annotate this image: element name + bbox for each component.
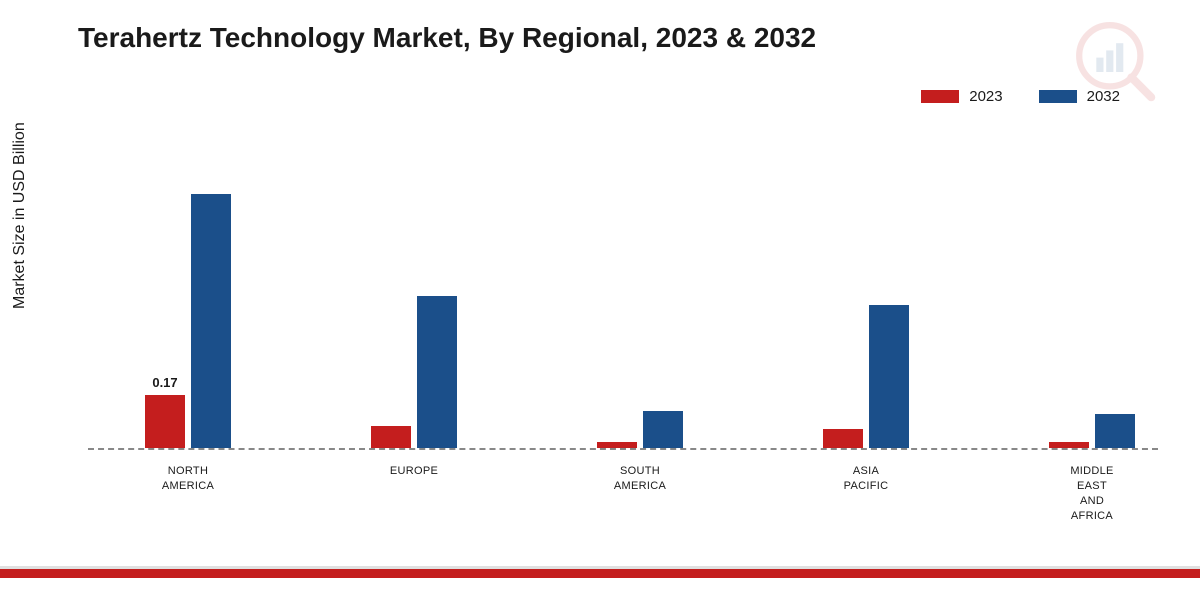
chart-title: Terahertz Technology Market, By Regional… bbox=[78, 22, 816, 54]
x-axis-category-label: EUROPE bbox=[364, 464, 464, 479]
y-axis-label: Market Size in USD Billion bbox=[11, 122, 29, 309]
bar: 0.17 bbox=[145, 395, 185, 448]
bar bbox=[869, 305, 909, 448]
bar-group bbox=[371, 296, 457, 448]
x-axis-category-label: NORTHAMERICA bbox=[138, 464, 238, 494]
x-axis-category-label: MIDDLEEASTANDAFRICA bbox=[1042, 464, 1142, 523]
legend-swatch-2023 bbox=[921, 90, 959, 103]
bar bbox=[643, 411, 683, 448]
footer-accent-bar bbox=[0, 566, 1200, 578]
bar bbox=[597, 442, 637, 448]
bar-group bbox=[597, 411, 683, 448]
bar bbox=[191, 194, 231, 448]
bar-value-label: 0.17 bbox=[152, 375, 177, 390]
x-axis-category-label: ASIAPACIFIC bbox=[816, 464, 916, 494]
chart-plot-area: 0.17 bbox=[88, 140, 1158, 450]
x-axis-category-label: SOUTHAMERICA bbox=[590, 464, 690, 494]
bar bbox=[371, 426, 411, 448]
legend-item-2023: 2023 bbox=[921, 88, 1002, 105]
bar-group bbox=[823, 305, 909, 448]
legend-swatch-2032 bbox=[1039, 90, 1077, 103]
legend: 2023 2032 bbox=[921, 88, 1120, 105]
legend-item-2032: 2032 bbox=[1039, 88, 1120, 105]
bar bbox=[823, 429, 863, 448]
x-axis-labels: NORTHAMERICA EUROPE SOUTHAMERICA ASIAPACIFI… bbox=[88, 458, 1158, 538]
bar bbox=[1095, 414, 1135, 448]
bar bbox=[417, 296, 457, 448]
bar-group bbox=[1049, 414, 1135, 448]
legend-label-2023: 2023 bbox=[969, 88, 1002, 105]
bar-group: 0.17 bbox=[145, 194, 231, 448]
bar bbox=[1049, 442, 1089, 448]
legend-label-2032: 2032 bbox=[1087, 88, 1120, 105]
